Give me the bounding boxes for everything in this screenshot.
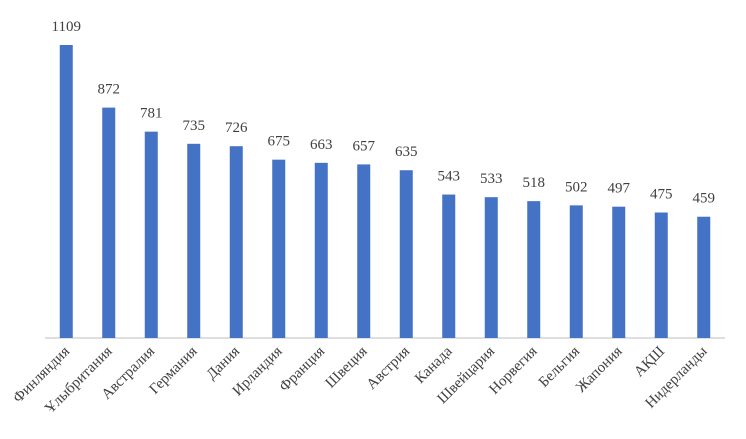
bar — [59, 45, 73, 338]
data-label: 459 — [693, 191, 716, 207]
bar — [654, 212, 668, 338]
data-label: 497 — [608, 181, 631, 197]
data-label: 475 — [650, 187, 673, 203]
data-label: 502 — [565, 179, 588, 195]
bar — [569, 205, 583, 338]
data-label: 533 — [480, 171, 503, 187]
data-label: 726 — [225, 120, 248, 136]
x-tick-label: Дания — [204, 343, 244, 383]
bar — [272, 159, 286, 338]
bar — [399, 170, 413, 338]
data-label: 635 — [395, 144, 418, 160]
bar — [144, 131, 158, 338]
bar — [527, 201, 541, 338]
data-label: 518 — [523, 175, 546, 191]
data-label: 735 — [183, 118, 206, 134]
x-tick-label: АҚШ — [631, 344, 668, 381]
bar — [484, 197, 498, 338]
bar — [102, 107, 116, 338]
data-label: 543 — [438, 169, 461, 185]
data-label: 675 — [268, 134, 291, 150]
data-label: 657 — [353, 138, 376, 154]
bar — [314, 162, 328, 338]
bar — [612, 206, 626, 338]
bar — [187, 143, 201, 338]
x-tick-label: Швеция — [323, 343, 371, 391]
bar — [229, 146, 243, 338]
data-label: 663 — [310, 137, 333, 153]
bar — [357, 164, 371, 338]
data-label: 781 — [140, 106, 163, 122]
bar — [442, 194, 456, 338]
x-tick-label: Франция — [276, 343, 328, 395]
data-label: 872 — [98, 82, 121, 98]
x-tick-label: Жапония — [573, 343, 625, 395]
x-tick-label: Австрия — [364, 343, 413, 392]
data-label: 1109 — [52, 19, 81, 35]
bar — [697, 216, 711, 338]
